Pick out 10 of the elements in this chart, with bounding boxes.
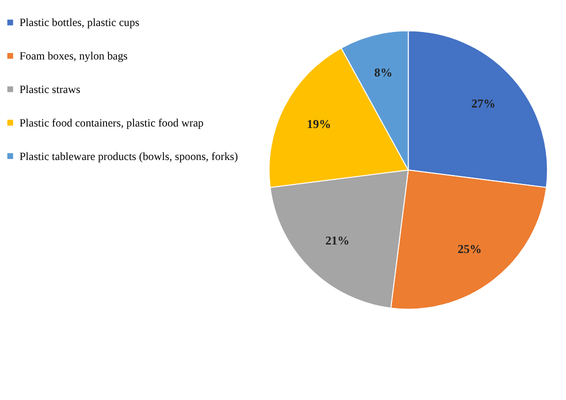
data-label: 25% [458,242,482,256]
legend-label: Foam boxes, nylon bags [19,50,128,63]
legend-label: Plastic bottles, plastic cups [19,17,140,30]
data-label: 27% [471,96,496,110]
data-label: 8% [374,66,392,80]
data-label: 21% [325,234,350,248]
data-label: 19% [306,117,332,132]
legend-label: Plastic food containers, plastic food wrap [19,117,204,130]
legend-label: Plastic tableware products (bowls, spoons, forks) [19,150,238,163]
legend-label: Plastic straws [19,84,80,96]
